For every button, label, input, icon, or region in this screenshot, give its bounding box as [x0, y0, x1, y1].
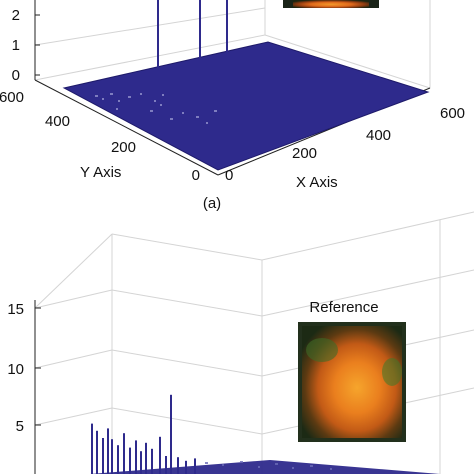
grid-line	[34, 7, 266, 46]
thumbnail-image	[283, 0, 379, 8]
z-tick-label: 2	[12, 7, 20, 24]
x-tick-label: 200	[292, 145, 317, 162]
grid-line	[261, 269, 474, 317]
reference-label: Reference	[309, 299, 378, 316]
z-tick-label: 10	[7, 361, 24, 378]
grid-line	[34, 233, 113, 309]
surface-noise	[95, 93, 217, 124]
x-tick-label: 400	[366, 127, 391, 144]
grid-line	[111, 233, 263, 261]
panel-label: (a)	[203, 195, 221, 212]
grid-line	[34, 407, 113, 426]
grid-line	[111, 289, 263, 317]
panel-b: 15 10 5 Reference	[7, 211, 474, 474]
y-axis	[34, 79, 219, 176]
x-axis-label: X Axis	[296, 174, 338, 191]
y-tick-label: 400	[45, 113, 70, 130]
z-tick-label: 5	[16, 418, 24, 435]
panel-a: 2 1 0 600 400 200 0 0 200 400 600 Y Axis…	[0, 0, 465, 212]
y-tick-label: 0	[192, 167, 200, 184]
reference-image	[298, 322, 406, 442]
y-axis-label: Y Axis	[80, 164, 121, 181]
y-tick-label: 600	[0, 89, 24, 106]
z-tick-label: 15	[7, 301, 24, 318]
surface-noise	[205, 461, 332, 470]
x-tick-label: 600	[440, 105, 465, 122]
x-tick-label: 0	[225, 167, 233, 184]
z-tick-label: 1	[12, 37, 20, 54]
spike-group	[91, 394, 196, 474]
surface	[90, 460, 440, 474]
y-tick-label: 200	[111, 139, 136, 156]
z-tick-label: 0	[12, 67, 20, 84]
grid-line	[111, 349, 263, 377]
grid-line	[111, 407, 263, 435]
grid-line	[261, 211, 474, 261]
grid-line	[34, 289, 113, 309]
grid-line	[264, 34, 431, 89]
grid-line	[34, 349, 113, 369]
